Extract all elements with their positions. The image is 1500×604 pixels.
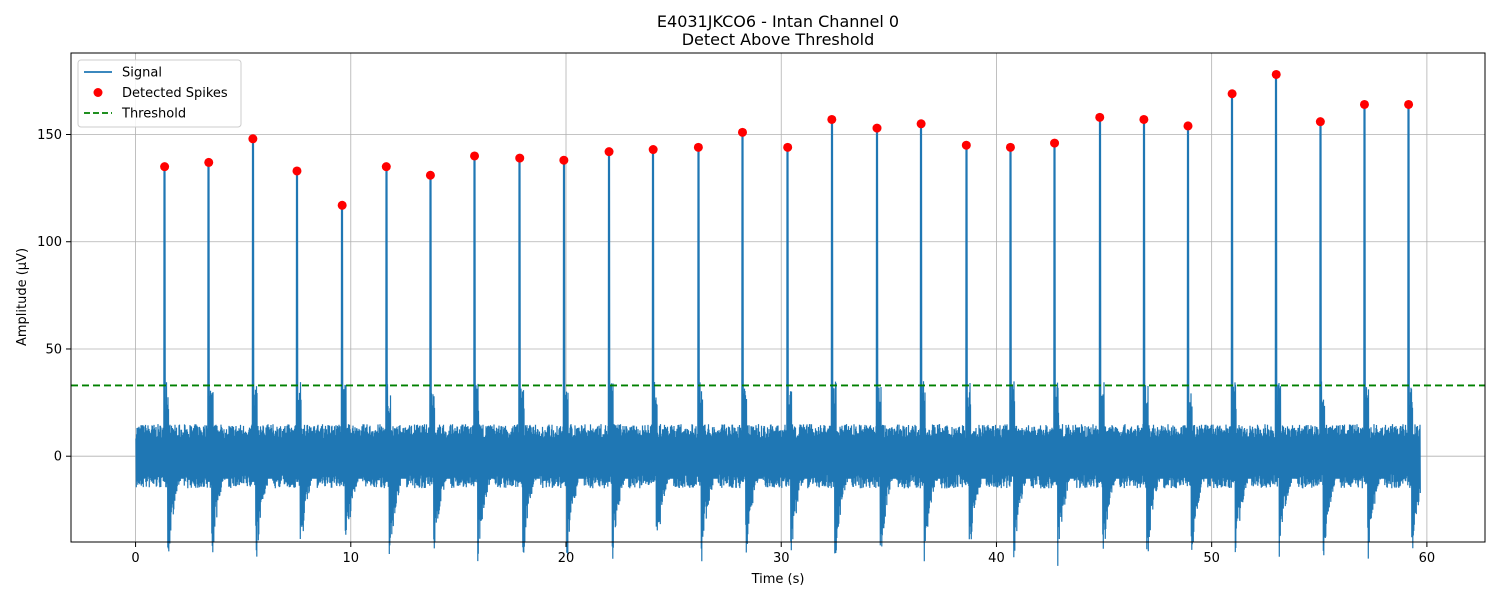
spike-point xyxy=(1404,99,1414,109)
x-tick-label: 10 xyxy=(343,551,360,566)
x-tick-label: 60 xyxy=(1419,551,1436,566)
legend: Signal Detected Spikes Threshold xyxy=(77,59,242,128)
legend-label: Threshold xyxy=(121,107,186,122)
spike-point xyxy=(1139,114,1149,124)
spike-markers xyxy=(160,69,1414,210)
y-tick-label: 100 xyxy=(37,235,62,250)
spike-point xyxy=(292,166,302,176)
chart-subtitle: Detect Above Threshold xyxy=(682,30,875,49)
spike-point xyxy=(381,162,391,172)
y-axis-label: Amplitude (µV) xyxy=(15,248,30,346)
x-axis-ticks: 0 10 20 30 40 50 60 xyxy=(131,542,1435,566)
spike-point xyxy=(1315,117,1325,127)
y-tick-label: 0 xyxy=(54,450,62,465)
y-tick-label: 50 xyxy=(45,342,62,357)
spike-point xyxy=(470,151,480,161)
spike-point xyxy=(1359,99,1369,109)
signal-series xyxy=(135,74,1421,566)
signal-line xyxy=(135,74,1421,566)
spike-point xyxy=(1271,69,1281,79)
spike-point xyxy=(337,200,347,210)
spike-point xyxy=(1050,138,1060,148)
x-tick-label: 40 xyxy=(988,551,1005,566)
legend-spike-swatch xyxy=(93,88,103,97)
spike-point xyxy=(1095,112,1105,122)
spike-point xyxy=(248,134,258,144)
legend-label: Signal xyxy=(122,66,162,81)
spike-point xyxy=(648,145,658,155)
spike-point xyxy=(693,142,703,152)
spike-point xyxy=(1005,142,1015,152)
spike-point xyxy=(559,155,569,165)
spike-point xyxy=(872,123,882,133)
grid-lines xyxy=(71,53,1485,542)
spike-point xyxy=(1183,121,1193,131)
plot-frame xyxy=(70,52,1486,543)
spike-point xyxy=(204,157,214,167)
legend-box xyxy=(77,59,242,128)
spike-point xyxy=(961,140,971,150)
x-tick-label: 0 xyxy=(131,551,139,566)
spike-point xyxy=(515,153,525,163)
x-tick-label: 20 xyxy=(558,551,575,566)
y-tick-label: 150 xyxy=(37,128,62,143)
x-tick-label: 30 xyxy=(773,551,790,566)
chart-title: E4031JKCO6 - Intan Channel 0 xyxy=(657,12,899,31)
spike-point xyxy=(737,127,747,137)
y-axis-ticks: 0 50 100 150 xyxy=(37,128,71,465)
spike-point xyxy=(916,119,926,129)
spike-point xyxy=(425,170,435,180)
spike-point xyxy=(160,162,170,172)
x-axis-label: Time (s) xyxy=(751,572,805,587)
spike-point xyxy=(827,114,837,124)
legend-label: Detected Spikes xyxy=(122,86,228,101)
spike-point xyxy=(1227,89,1237,99)
x-tick-label: 50 xyxy=(1203,551,1220,566)
spike-point xyxy=(604,147,614,157)
spike-point xyxy=(783,142,793,152)
